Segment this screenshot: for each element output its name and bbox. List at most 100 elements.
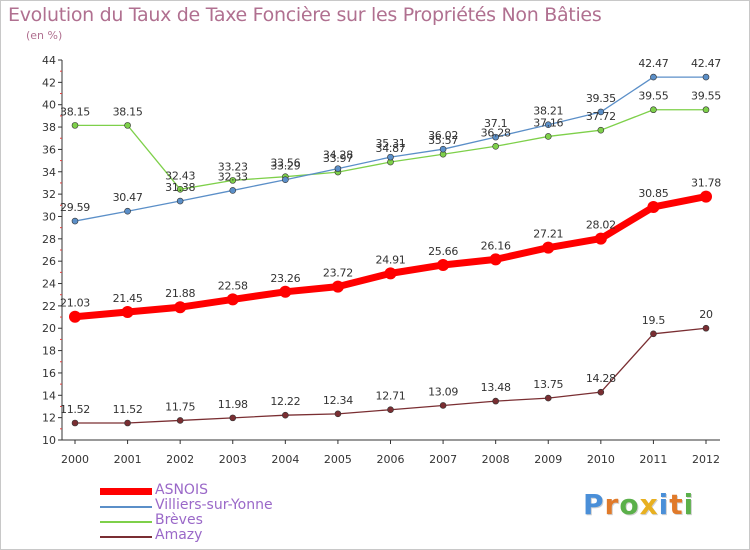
data-point-breves — [597, 126, 605, 134]
data-point-asnois — [69, 310, 81, 323]
y-tick-label: 28 — [42, 233, 56, 246]
data-point-asnois — [279, 285, 292, 298]
data-point-amazy — [439, 402, 447, 409]
data-point-asnois — [226, 293, 239, 306]
data-label-villiers-sur-yonne: 39.35 — [586, 92, 616, 105]
data-point-villiers-sur-yonne — [282, 176, 289, 183]
data-point-asnois — [331, 280, 344, 293]
data-point-amazy — [176, 417, 184, 424]
legend-label-villiers-sur-yonne: Villiers-sur-Yonne — [155, 497, 273, 513]
data-label-breves: 38.15 — [60, 105, 90, 118]
data-point-amazy — [387, 406, 394, 414]
y-tick-label: 10 — [42, 434, 56, 447]
y-tick-label: 22 — [42, 300, 56, 313]
data-point-breves — [229, 177, 237, 184]
data-label-asnois: 22.58 — [218, 279, 248, 292]
data-point-villiers-sur-yonne — [597, 108, 605, 116]
data-point-villiers-sur-yonne — [702, 73, 710, 81]
data-label-breves: 34.87 — [376, 142, 406, 155]
y-tick-label: 34 — [42, 166, 56, 179]
data-point-amazy — [702, 324, 710, 332]
y-tick-label: 32 — [42, 188, 56, 201]
data-label-villiers-sur-yonne: 36.02 — [428, 129, 458, 142]
data-label-villiers-sur-yonne: 37.1 — [484, 117, 507, 130]
y-tick-label: 40 — [42, 99, 56, 112]
x-tick-label: 2007 — [429, 453, 457, 466]
x-tick-label: 2000 — [61, 453, 89, 466]
data-point-asnois — [121, 306, 134, 319]
data-label-amazy: 20 — [699, 308, 713, 321]
x-tick-label: 2006 — [377, 453, 405, 466]
data-point-amazy — [492, 397, 499, 405]
chart-title: Evolution du Taux de Taxe Foncière sur l… — [8, 4, 602, 26]
data-point-breves — [544, 133, 552, 140]
data-point-asnois — [384, 267, 397, 280]
data-point-amazy — [650, 330, 657, 338]
legend-swatch-villiers-sur-yonne — [100, 506, 152, 508]
data-point-breves — [71, 122, 79, 129]
data-label-asnois: 30.85 — [638, 187, 668, 200]
y-tick-label: 30 — [42, 210, 56, 223]
data-point-villiers-sur-yonne — [387, 153, 394, 161]
y-tick-label: 44 — [42, 54, 56, 67]
data-point-villiers-sur-yonne — [229, 187, 237, 194]
data-label-amazy: 14.28 — [586, 372, 616, 385]
data-point-asnois — [594, 232, 607, 245]
data-point-villiers-sur-yonne — [71, 217, 79, 225]
data-label-villiers-sur-yonne: 30.47 — [113, 191, 143, 204]
data-labels-layer: 21.03 21.45 21.88 22.58 23.26 23.72 24.91 25.66… — [60, 57, 722, 416]
x-tick-label: 2009 — [534, 453, 562, 466]
x-tick-label: 2010 — [587, 453, 615, 466]
data-label-asnois: 28.02 — [586, 219, 616, 232]
data-label-amazy: 11.98 — [218, 398, 248, 411]
proxiti-logo: Proxiti — [583, 488, 694, 521]
data-label-amazy: 13.75 — [533, 378, 563, 391]
data-point-amazy — [229, 414, 237, 422]
data-label-amazy: 11.52 — [113, 403, 143, 416]
chart-axes: 10 12 14 16 18 20 22 24 26 28 30 32 34 36 38 40 42 44 2000… — [42, 54, 720, 466]
y-tick-label: 18 — [42, 345, 56, 358]
y-tick-label: 36 — [42, 143, 56, 156]
data-label-breves: 32.43 — [165, 169, 195, 182]
data-label-asnois: 21.88 — [165, 287, 195, 300]
chart-subtitle: (en %) — [26, 29, 63, 42]
data-label-villiers-sur-yonne: 34.28 — [323, 149, 353, 162]
data-label-breves: 33.97 — [323, 152, 353, 165]
series-layer — [69, 73, 712, 427]
x-tick-label: 2008 — [482, 453, 510, 466]
data-label-asnois: 31.78 — [691, 177, 721, 190]
data-point-villiers-sur-yonne — [176, 197, 184, 205]
data-point-amazy — [124, 419, 131, 427]
data-point-asnois — [174, 301, 187, 314]
logo-letter: i — [683, 488, 695, 521]
data-label-villiers-sur-yonne: 35.31 — [376, 137, 406, 150]
logo-letter: t — [669, 488, 684, 521]
data-point-amazy — [334, 410, 342, 418]
legend-swatch-breves — [100, 521, 152, 523]
data-label-villiers-sur-yonne: 33.29 — [270, 160, 300, 173]
x-tick-label: 2003 — [219, 453, 247, 466]
data-label-asnois: 26.16 — [481, 239, 511, 252]
logo-letter: o — [619, 488, 640, 521]
x-tick-label: 2004 — [271, 453, 299, 466]
x-tick-label: 2011 — [639, 453, 667, 466]
data-point-amazy — [544, 394, 552, 402]
logo-letter: i — [658, 488, 670, 521]
data-label-breves: 39.55 — [691, 90, 721, 103]
data-label-breves: 33.56 — [270, 157, 300, 170]
data-label-breves: 36.28 — [481, 126, 511, 139]
data-label-amazy: 12.71 — [376, 390, 406, 403]
data-point-villiers-sur-yonne — [334, 165, 342, 172]
y-tick-label: 42 — [42, 76, 56, 89]
legend-label-amazy: Amazy — [155, 527, 203, 543]
x-tick-label: 2002 — [166, 453, 194, 466]
legend-label-breves: Brèves — [155, 512, 203, 528]
data-point-villiers-sur-yonne — [650, 73, 657, 81]
data-point-amazy — [597, 388, 605, 396]
y-tick-label: 16 — [42, 367, 56, 380]
data-point-villiers-sur-yonne — [492, 133, 499, 141]
x-tick-label: 2005 — [324, 453, 352, 466]
data-label-breves: 37.72 — [586, 110, 616, 123]
data-label-amazy: 13.48 — [481, 381, 511, 394]
data-label-asnois: 21.45 — [113, 292, 143, 305]
